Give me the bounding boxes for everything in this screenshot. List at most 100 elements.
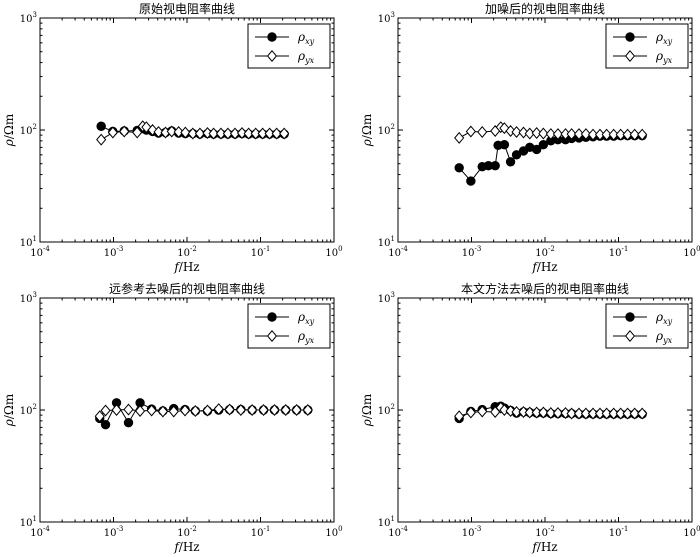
data-point [302,404,313,416]
legend-marker [267,32,277,42]
x-tick-label: 100 [325,245,342,259]
x-tick-label: 10-3 [104,245,124,259]
data-point [477,405,488,418]
data-point [271,127,282,140]
chart-title: 本文方法去噪后的视电阻率曲线 [461,281,629,296]
data-point [511,406,522,418]
legend-label: ρyx [655,329,673,345]
data-point [208,127,219,140]
data-point [96,133,107,146]
legend-marker [266,50,278,62]
y-axis-label: ρ/Ωm [2,113,16,147]
data-point [552,407,564,419]
data-point [94,410,105,423]
data-point [566,407,577,420]
x-tick-label: 10-1 [251,245,271,259]
data-point [545,128,556,141]
y-tick-label: 103 [378,11,395,25]
data-point [466,176,476,186]
data-point [601,128,612,141]
x-tick-label: 10-3 [462,525,482,539]
chart-panel-2: 10-4 10-3 10-2 10-1 100 101 102 103 加噪后的视电阻率曲线 f/… [360,1,700,274]
x-tick-label: 10-1 [251,525,271,539]
data-point [518,126,529,139]
data-point [123,418,134,428]
data-point [594,407,606,420]
data-point [291,404,302,416]
y-tick-label: 101 [378,235,395,249]
legend-marker [624,50,636,62]
data-point [202,404,213,417]
data-point [454,163,464,173]
x-tick-label: 10-1 [609,525,629,539]
data-point [587,407,599,420]
legend-marker [267,312,277,322]
legend-label: ρxy [297,30,315,46]
x-tick-label: 10-1 [609,245,629,259]
data-point [465,125,476,138]
data-point [222,127,233,140]
data-point [179,404,191,417]
data-point [629,128,640,141]
data-point [573,128,585,141]
x-tick-label: 10-2 [535,525,555,539]
data-point [250,127,261,140]
y-tick-label: 103 [20,11,37,25]
legend-marker [266,330,278,342]
data-point [454,131,465,144]
x-tick-label: 10-2 [177,525,197,539]
data-point [280,404,291,416]
data-point [615,407,626,420]
data-point [166,125,177,138]
legend-marker [625,312,635,322]
data-point [264,127,275,140]
data-point [637,407,648,420]
data-point [258,404,269,416]
y-tick-label: 102 [378,123,395,137]
x-tick-label: 10-3 [462,245,482,259]
data-point [215,127,227,140]
data-point [173,126,184,138]
data-point [465,406,476,419]
x-tick-label: 10-4 [30,525,50,539]
data-point [477,126,488,138]
x-tick-label: 10-4 [388,525,408,539]
data-point [187,127,198,140]
data-point [247,404,258,416]
data-point [566,128,577,141]
x-tick-label: 100 [683,245,700,259]
data-point [147,124,158,136]
chart-panel-1: 10-4 10-3 10-2 10-1 100 101 102 103 原始视电阻率曲线 f/Hz… [2,1,343,274]
data-point [279,127,290,140]
y-axis-label: ρ/Ωm [360,393,374,427]
chart-panel-4: 10-4 10-3 10-2 10-1 100 101 102 103 本文方法去噪后的视电阻率… [360,281,700,554]
data-point [637,128,648,141]
chart-title: 原始视电阻率曲线 [139,1,235,16]
legend: ρxy ρyx [247,23,331,69]
x-axis-label: f/Hz [173,260,199,274]
data-point [132,126,143,139]
data-point [580,128,591,141]
y-tick-label: 102 [20,123,37,137]
data-point [499,139,510,150]
data-point [545,407,556,419]
legend-label: ρyx [655,49,673,65]
data-point [538,406,549,419]
data-point [622,128,633,141]
chart-title: 加噪后的视电阻率曲线 [485,1,605,16]
legend-box [605,23,689,69]
data-point [608,128,619,141]
x-axis-label: f/Hz [173,540,199,554]
x-tick-label: 10-3 [104,525,124,539]
x-axis-label: f/Hz [531,260,557,274]
data-point [505,125,516,137]
y-axis-label: ρ/Ωm [2,393,16,427]
data-point [518,406,529,418]
legend: ρxy ρyx [605,303,689,349]
data-point [146,404,157,417]
data-point [594,128,606,141]
data-point [615,128,626,141]
data-point [573,407,585,420]
legend-label: ρyx [297,329,315,345]
data-point [180,126,191,139]
